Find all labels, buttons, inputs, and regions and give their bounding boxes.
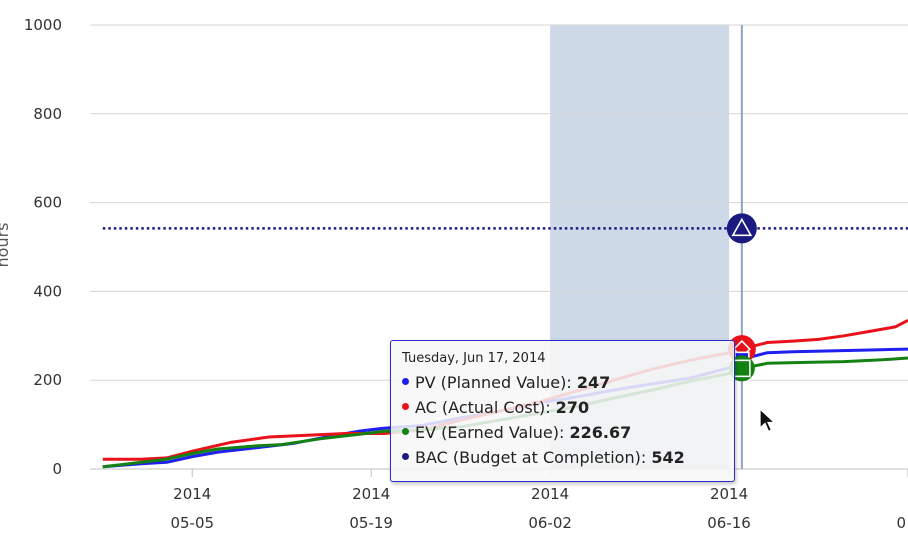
x-tick-date-label: 05-05 xyxy=(170,514,214,532)
x-tick-year-label: 2014 xyxy=(173,485,211,503)
tooltip-pv-name: PV (Planned Value) xyxy=(415,373,567,392)
tooltip-row-bac: BAC (Budget at Completion): 542 xyxy=(402,445,723,470)
y-tick-label: 600 xyxy=(33,194,62,212)
axis-layer: 0 200 400 600 800 1000 2014 05-05 2014 05-19 2014 0… xyxy=(24,16,908,532)
tooltip-ev-name: EV (Earned Value) xyxy=(415,423,559,442)
x-tick-date-label: 06-16 xyxy=(707,514,751,532)
y-axis-title: hours xyxy=(0,223,12,268)
tooltip-ev-value: 226.67 xyxy=(569,423,632,442)
tooltip: Tuesday, Jun 17, 2014 PV (Planned Value)… xyxy=(390,340,735,482)
x-tick-year-label: 2014 xyxy=(352,485,390,503)
y-tick-label: 0 xyxy=(52,460,62,478)
tooltip-date: Tuesday, Jun 17, 2014 xyxy=(402,351,546,366)
x-tick-year-label: 2014 xyxy=(531,485,569,503)
x-tick-year-label: 2014 xyxy=(710,485,748,503)
ac-dot-icon xyxy=(402,403,409,410)
y-tick-label: 800 xyxy=(33,105,62,123)
x-tick-date-label: 06-02 xyxy=(528,514,572,532)
tooltip-ac-name: AC (Actual Cost) xyxy=(415,398,546,417)
y-tick-label: 1000 xyxy=(24,16,62,34)
tooltip-ac-value: 270 xyxy=(555,398,590,417)
bac-dot-icon xyxy=(402,453,409,460)
x-tick-date-label: 05-19 xyxy=(349,514,393,532)
mouse-pointer-icon xyxy=(759,408,777,433)
pv-dot-icon xyxy=(402,378,409,385)
bac-triangle-marker xyxy=(731,217,753,237)
ev-dot-icon xyxy=(402,428,409,435)
tooltip-pv-value: 247 xyxy=(576,373,611,392)
tooltip-row-pv: PV (Planned Value): 247 xyxy=(402,370,723,395)
tooltip-row-ev: EV (Earned Value): 226.67 xyxy=(402,420,723,445)
y-tick-label: 200 xyxy=(33,371,62,389)
tooltip-row-ac: AC (Actual Cost): 270 xyxy=(402,395,723,420)
x-tick-date-label: 0 xyxy=(896,514,906,532)
ev-square-marker xyxy=(733,359,751,378)
tooltip-bac-name: BAC (Budget at Completion) xyxy=(415,448,641,467)
y-tick-label: 400 xyxy=(33,282,62,300)
tooltip-bac-value: 542 xyxy=(651,448,685,467)
